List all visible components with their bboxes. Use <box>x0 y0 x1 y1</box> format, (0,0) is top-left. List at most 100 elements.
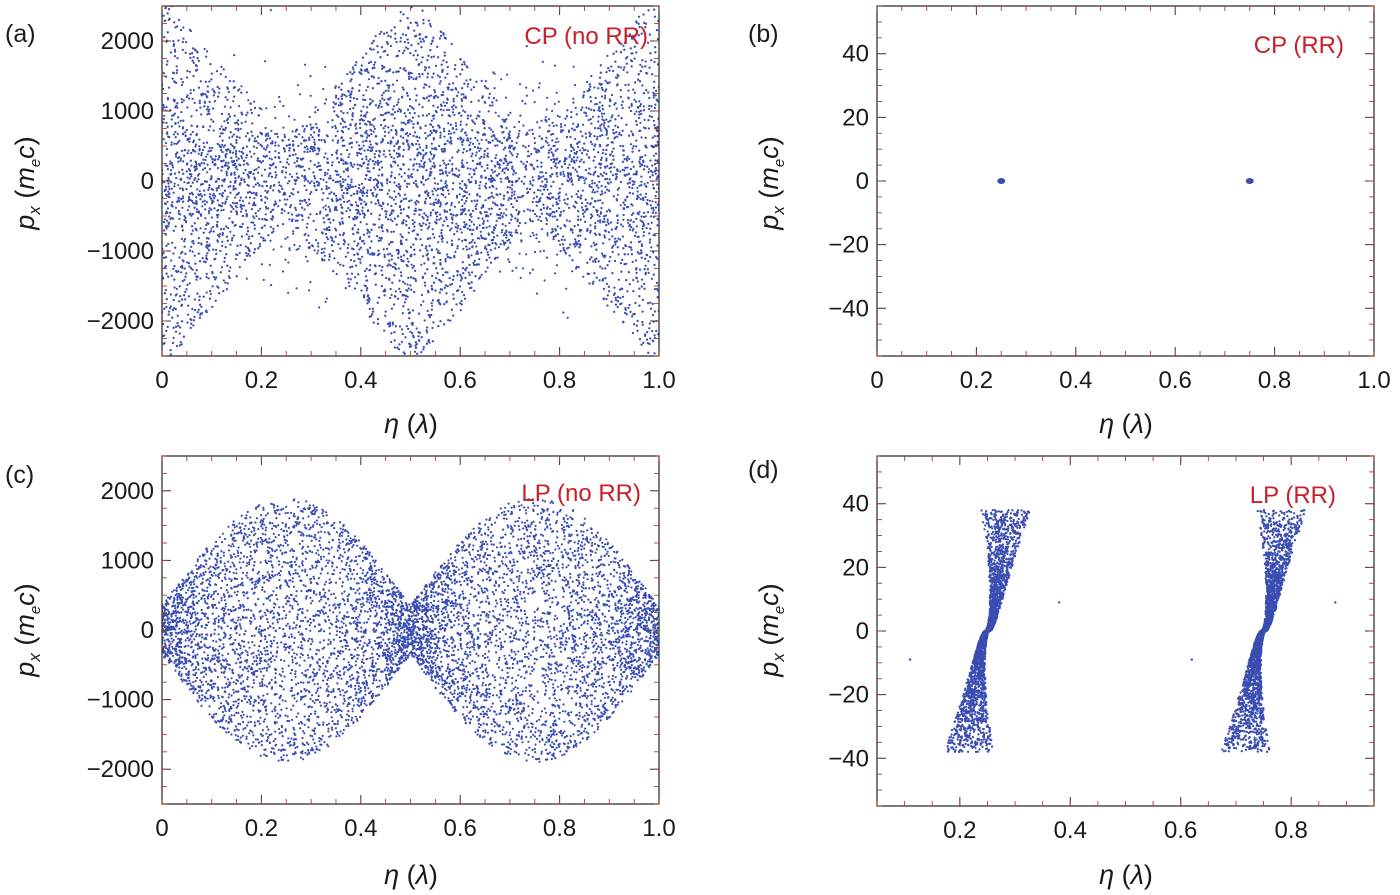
scatter-point <box>428 174 431 177</box>
scatter-point <box>165 272 168 275</box>
scatter-point <box>581 208 585 212</box>
scatter-point <box>617 278 621 281</box>
scatter-point <box>232 133 235 136</box>
scatter-point <box>487 141 490 144</box>
scatter-point <box>439 303 442 306</box>
scatter-point <box>572 101 575 104</box>
scatter-point <box>376 159 379 162</box>
scatter-point <box>248 150 252 153</box>
scatter-point <box>285 144 288 147</box>
scatter-point <box>209 125 212 128</box>
scatter-point <box>218 91 221 94</box>
scatter-point <box>367 120 370 123</box>
scatter-point <box>468 180 471 184</box>
scatter-point <box>263 224 266 227</box>
scatter-point <box>457 149 460 152</box>
scatter-point <box>605 177 609 180</box>
scatter-point <box>385 247 389 251</box>
scatter-point <box>589 203 592 206</box>
scatter-point <box>522 194 525 197</box>
scatter-point <box>344 255 347 258</box>
scatter-point <box>563 175 566 178</box>
scatter-point <box>482 226 485 229</box>
scatter-point <box>423 161 426 164</box>
scatter-point <box>195 163 198 166</box>
scatter-point <box>619 204 622 207</box>
scatter-point <box>186 69 189 73</box>
scatter-point <box>614 228 617 231</box>
scatter-point <box>635 277 638 280</box>
scatter-point <box>522 182 526 185</box>
scatter-point <box>450 204 453 207</box>
scatter-point <box>362 119 365 122</box>
scatter-point <box>374 272 378 275</box>
scatter-point <box>189 133 192 136</box>
scatter-point <box>511 154 514 157</box>
scatter-point <box>554 234 558 237</box>
scatter-point <box>599 193 602 196</box>
scatter-point <box>414 87 417 90</box>
scatter-point <box>192 319 196 322</box>
scatter-point <box>242 152 245 155</box>
scatter-point <box>359 114 363 117</box>
scatter-point <box>461 208 464 211</box>
scatter-point <box>391 265 395 269</box>
scatter-point <box>196 68 199 71</box>
scatter-point <box>539 208 542 211</box>
scatter-point <box>383 288 386 291</box>
scatter-point <box>355 127 358 130</box>
scatter-point <box>238 266 241 269</box>
scatter-point <box>496 163 499 166</box>
scatter-point <box>174 130 177 134</box>
scatter-point <box>579 234 582 237</box>
scatter-point <box>223 105 227 108</box>
scatter-point <box>545 180 549 184</box>
scatter-point <box>594 225 597 228</box>
scatter-point <box>494 111 497 114</box>
scatter-point <box>628 186 631 189</box>
scatter-point <box>645 185 648 188</box>
scatter-point <box>591 260 595 263</box>
scatter-point <box>601 104 604 107</box>
scatter-point <box>265 107 268 110</box>
scatter-point <box>224 126 228 130</box>
scatter-point <box>444 271 447 274</box>
scatter-point <box>342 111 345 115</box>
scatter-point <box>508 260 511 264</box>
scatter-point <box>502 148 505 151</box>
scatter-point <box>248 196 252 199</box>
scatter-point <box>551 132 555 136</box>
scatter-point <box>469 167 472 170</box>
scatter-point <box>627 253 630 256</box>
scatter-point <box>415 94 418 97</box>
scatter-point <box>412 122 415 126</box>
scatter-point <box>637 22 640 25</box>
scatter-point <box>607 290 611 293</box>
scatter-point <box>390 293 393 297</box>
scatter-point <box>422 300 425 303</box>
scatter-point <box>350 146 353 149</box>
scatter-point <box>260 174 264 177</box>
scatter-point <box>167 18 171 21</box>
scatter-point <box>478 163 482 166</box>
scatter-point <box>217 203 220 207</box>
scatter-point <box>180 298 184 301</box>
scatter-point <box>603 217 606 220</box>
scatter-point <box>597 120 600 123</box>
scatter-point <box>456 270 459 273</box>
scatter-point <box>284 258 287 261</box>
scatter-point <box>258 107 261 110</box>
scatter-point <box>529 219 532 223</box>
scatter-point <box>333 192 336 196</box>
scatter-point <box>622 44 625 47</box>
scatter-point <box>422 166 425 169</box>
scatter-point <box>294 182 297 185</box>
scatter-point <box>589 229 592 232</box>
scatter-point <box>555 198 558 201</box>
scatter-point <box>540 146 543 150</box>
scatter-point <box>199 277 202 280</box>
scatter-point <box>500 231 503 234</box>
scatter-point <box>411 309 415 312</box>
scatter-point <box>577 190 580 193</box>
scatter-point <box>211 305 214 309</box>
